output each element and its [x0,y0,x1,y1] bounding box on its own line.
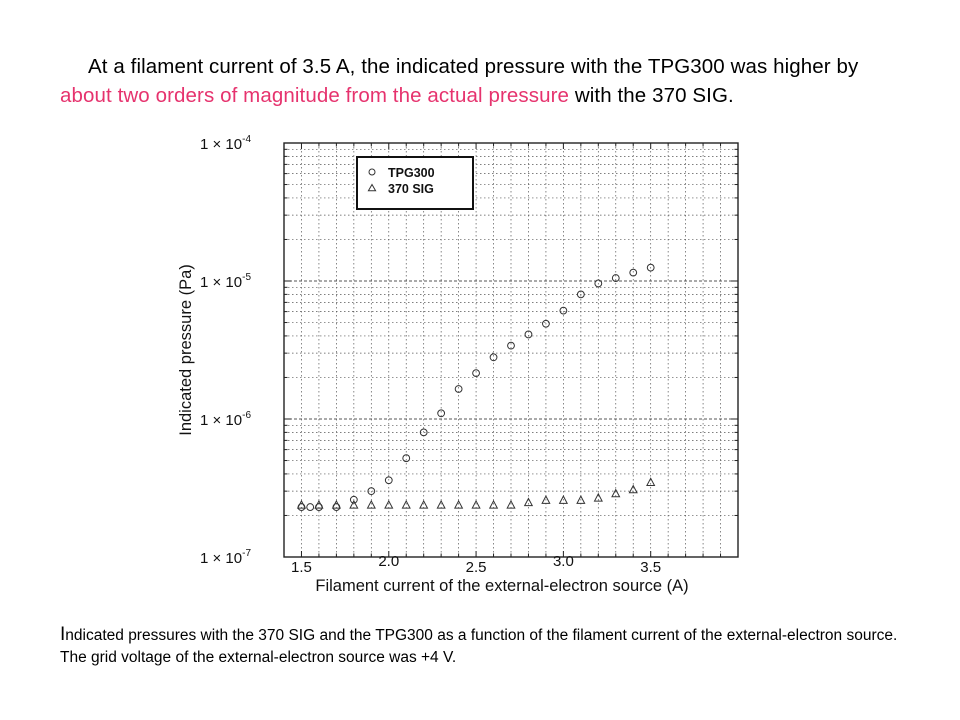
tpg300-point [402,454,411,463]
headline-highlight: about two orders of magnitude from the a… [60,84,570,107]
y-tick-exponent: -4 [242,134,251,145]
axis-ticks [283,142,739,558]
chart-legend: TPG300 370 SIG [356,156,474,210]
y-tick-exponent: -7 [242,548,251,559]
x-tick-label: 1.5 [291,559,312,576]
tpg300-point [489,353,498,362]
y-tick-mantissa: 1 × 10 [200,412,242,429]
tpg300-point [454,385,463,393]
x-tick-labels: 1.5 2.0 2.5 3.0 3.5 [291,553,661,576]
legend-box [356,156,474,210]
tpg300-point [437,409,446,418]
y-axis-label: Indicated pressure (Pa) [177,264,195,436]
tpg300-point [524,330,533,339]
y-tick-exponent: -6 [242,410,251,421]
sig370-point [331,499,342,509]
sig370-point [436,499,446,509]
tpg300-point [646,263,655,272]
sig370-point [453,499,464,509]
sig370-point [576,495,586,504]
sig370-point [401,499,411,509]
tpg300-point [594,279,603,288]
x-tick-label: 2.0 [378,553,399,570]
tpg300-point [306,503,315,511]
sig370-point [471,499,481,509]
plot-frame [283,142,739,558]
sig370-point [384,499,394,509]
x-axis-label: Filament current of the external-electro… [315,577,688,595]
headline-text-part1: At a filament current of 3.5 A, the indi… [88,55,859,78]
sig370-point [314,499,324,509]
tpg300-point [542,319,550,328]
legend-label-370sig: 370 SIG [388,182,434,196]
tpg300-point [349,495,358,504]
y-tick-label: 1 × 10-4 [200,134,251,153]
tpg300-point [384,476,393,485]
x-tick-label: 3.0 [553,553,574,570]
y-tick-labels: 1 × 10-71 × 10-61 × 10-51 × 10-4 [200,134,251,567]
y-tick-mantissa: 1 × 10 [200,274,242,291]
tpg300-point [576,290,585,299]
caption-first-letter: I [60,624,66,645]
y-tick-label: 1 × 10-6 [200,410,251,429]
x-tick-label: 2.5 [466,559,487,576]
sig370-point [488,499,499,509]
y-tick-mantissa: 1 × 10 [200,550,242,567]
sig370-point [593,492,603,502]
tpg300-point [507,341,515,350]
y-tick-label: 1 × 10-5 [200,272,251,291]
sig370-point [558,495,569,504]
sig370-point [523,497,534,507]
x-tick-label: 3.5 [640,559,661,576]
legend-marker-tpg300 [368,168,376,176]
figure-caption: Indicated pressures with the 370 SIG and… [60,624,920,669]
sig370-point [366,499,376,509]
tpg300-point [367,487,376,496]
tpg300-point [611,274,620,282]
headline-text-part2: with the 370 SIG. [569,84,734,107]
sig370-point [296,499,307,509]
tpg300-point [419,428,428,437]
tpg300-point [629,268,638,277]
sig370-point [628,484,638,494]
y-tick-mantissa: 1 × 10 [200,136,242,153]
tpg300-point [559,306,568,315]
y-tick-exponent: -5 [242,272,251,283]
sig370-point [541,495,551,504]
chart-grid [284,143,738,557]
slide-headline: At a filament current of 3.5 A, the indi… [60,52,910,110]
legend-marker-370sig [367,183,377,192]
sig370-point [349,499,359,509]
sig370-point [611,488,621,498]
chart-marks [296,263,656,511]
tpg300-point [472,369,480,378]
sig370-point [419,499,429,509]
y-tick-label: 1 × 10-7 [200,548,251,567]
sig370-point [646,477,656,487]
sig370-point [506,499,516,509]
legend-label-tpg300: TPG300 [388,166,435,180]
caption-text: ndicated pressures with the 370 SIG and … [60,627,898,666]
